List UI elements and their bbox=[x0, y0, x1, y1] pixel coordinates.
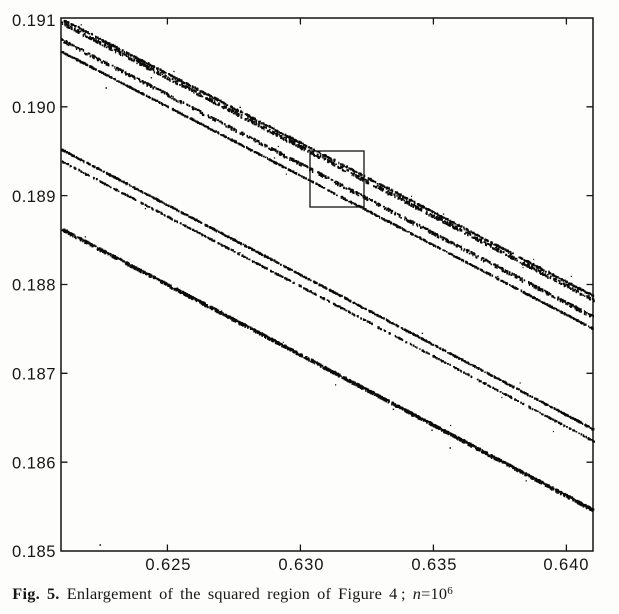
svg-text:0.191: 0.191 bbox=[12, 11, 56, 30]
svg-text:0.185: 0.185 bbox=[12, 542, 56, 561]
svg-text:0.635: 0.635 bbox=[411, 555, 457, 574]
svg-text:0.187: 0.187 bbox=[12, 365, 56, 384]
svg-text:0.189: 0.189 bbox=[12, 187, 56, 206]
svg-text:0.640: 0.640 bbox=[543, 555, 589, 574]
svg-text:Fig. 5. Enlargement of the squ: Fig. 5. Enlargement of the squared regio… bbox=[12, 584, 453, 603]
svg-text:0.190: 0.190 bbox=[12, 98, 56, 117]
svg-text:0.625: 0.625 bbox=[145, 555, 191, 574]
svg-text:0.186: 0.186 bbox=[12, 453, 56, 472]
svg-text:0.630: 0.630 bbox=[278, 555, 324, 574]
svg-text:0.188: 0.188 bbox=[12, 276, 56, 295]
